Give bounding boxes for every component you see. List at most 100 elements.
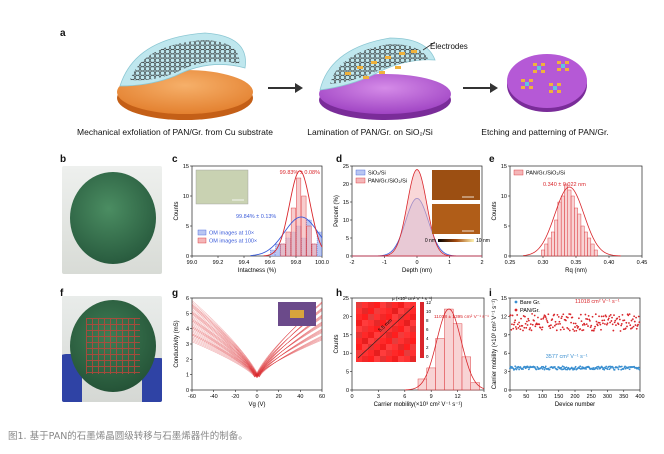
y-tick-label: 20 (343, 314, 349, 320)
point-pan-gr (567, 328, 570, 330)
point-bare-gr (571, 367, 574, 370)
point-pan-gr (630, 327, 632, 330)
map-cell (356, 308, 362, 314)
point-bare-gr (515, 368, 518, 371)
map-cell (398, 320, 404, 326)
point-pan-gr (627, 314, 630, 317)
bar-rq (580, 225, 585, 257)
y-axis-label: Percent (%) (334, 195, 340, 227)
point-pan-gr (549, 327, 552, 330)
map-cell (368, 314, 374, 320)
point-pan-gr (526, 324, 529, 326)
annotation-mobility: 11018 ± 1395 cm² V⁻¹ s⁻¹ (434, 314, 489, 320)
point-bare-gr (638, 368, 641, 371)
point-pan-gr (551, 318, 554, 321)
point-bare-gr (522, 368, 524, 371)
mobility-colorbar (420, 302, 424, 358)
point-pan-gr (574, 322, 577, 325)
y-axis-label: Counts (492, 201, 498, 220)
map-cell (398, 302, 404, 308)
point-pan-gr (637, 315, 640, 318)
map-cell (392, 344, 398, 350)
point-bare-gr (603, 368, 606, 371)
bar-mobility (435, 338, 445, 391)
point-pan-gr (610, 320, 613, 322)
point-pan-gr (626, 325, 628, 328)
point-pan-gr (538, 323, 541, 326)
bar-mobility (444, 308, 454, 391)
point-pan-gr (565, 319, 567, 322)
point-bare-gr (513, 368, 516, 371)
x-tick-label: -20 (231, 394, 239, 400)
step2-caption: Lamination of PAN/Gr. on SiO₂/Si (307, 127, 433, 137)
point-pan-gr (566, 327, 569, 329)
point-bare-gr (574, 365, 577, 368)
point-pan-gr (553, 313, 556, 316)
point-pan-gr (520, 317, 522, 320)
point-pan-gr (570, 321, 572, 324)
x-tick-label: 99.4 (239, 260, 250, 266)
point-pan-gr (540, 318, 543, 321)
point-pan-gr (611, 316, 613, 319)
transfer-curve (191, 331, 323, 377)
y-tick-label: 5 (346, 236, 349, 242)
y-tick-label: 6 (186, 296, 189, 302)
point-pan-gr (559, 322, 561, 325)
map-cell (362, 314, 368, 320)
x-tick-label: 12 (455, 394, 461, 400)
y-tick-label: 15 (501, 164, 507, 170)
panel-label-a: a (60, 28, 66, 39)
point-pan-gr (525, 326, 528, 329)
om-inset-image (195, 169, 249, 205)
point-pan-gr (623, 319, 626, 322)
bar-100x (290, 207, 296, 257)
map-cell (368, 344, 374, 350)
y-tick-label: 5 (186, 311, 189, 317)
map-cell (404, 302, 410, 308)
point-pan-gr (559, 328, 562, 331)
x-tick-label: 99.8 (291, 260, 302, 266)
point-pan-gr (619, 330, 622, 332)
point-pan-gr (572, 322, 575, 325)
point-pan-gr (526, 320, 528, 323)
map-cell (374, 338, 380, 344)
point-pan-gr (620, 322, 623, 325)
point-pan-gr (603, 319, 606, 322)
point-pan-gr (533, 319, 535, 322)
transfer-curve (191, 317, 323, 376)
x-tick-label: 0.40 (604, 260, 615, 266)
step1-illustration (117, 32, 253, 120)
x-tick-label: 99.6 (265, 260, 276, 266)
point-pan-gr (638, 321, 641, 324)
x-tick-label: -40 (210, 394, 218, 400)
point-pan-gr (578, 317, 580, 320)
annotation-rq: 0.340 ± 0.022 nm (543, 182, 586, 188)
point-pan-gr (555, 329, 558, 332)
map-cell (392, 320, 398, 326)
colorbar-tick-label: 10 (426, 309, 432, 314)
transfer-curve (191, 338, 323, 377)
map-cell (380, 314, 386, 320)
map-cell (398, 338, 404, 344)
point-pan-gr (580, 320, 583, 323)
point-pan-gr (539, 326, 542, 329)
bar-rq (570, 195, 575, 257)
point-pan-gr (547, 313, 550, 316)
point-pan-gr (515, 328, 518, 330)
point-pan-gr (634, 324, 637, 326)
bar-rq (544, 243, 549, 257)
mobility-scatter: 0 50 100 150 200 250 300 350 400 0 3 6 9 12 15 Device n… (492, 296, 645, 408)
point-pan-gr (579, 313, 582, 316)
transfer-curve (191, 323, 323, 379)
fit-curve-100x (263, 170, 323, 257)
point-bare-gr (624, 365, 626, 368)
map-cell (362, 320, 368, 326)
point-bare-gr (548, 368, 551, 371)
annotation-pan-gr: 11018 cm² V⁻¹ s⁻¹ (575, 299, 620, 305)
transfer-curve (191, 311, 323, 378)
wafer-photo-b (62, 166, 162, 274)
point-pan-gr (633, 315, 636, 318)
map-cell (386, 314, 392, 320)
point-pan-gr (566, 316, 569, 319)
